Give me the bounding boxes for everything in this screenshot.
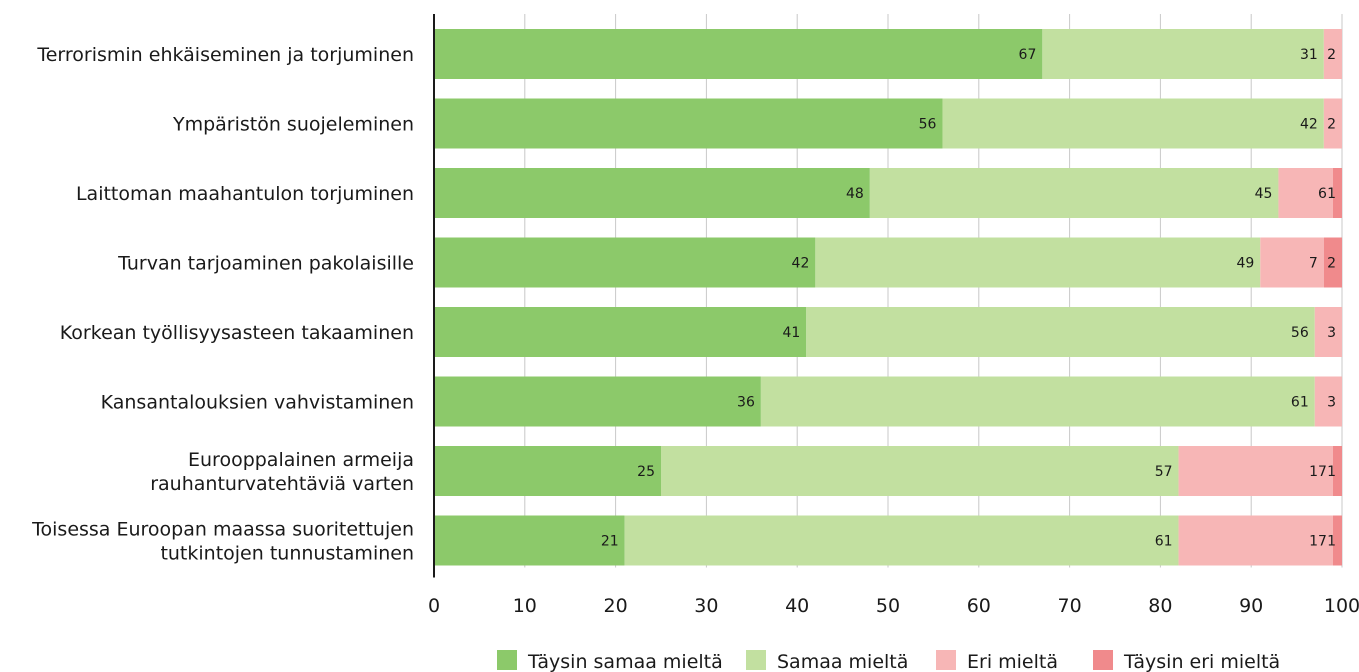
data-label: 41 [782, 325, 800, 341]
x-tick-label: 10 [513, 595, 537, 617]
category-label: Ympäristön suojeleminen [172, 114, 414, 136]
x-tick-label: 0 [428, 595, 440, 617]
data-label: 3 [1327, 325, 1336, 341]
bar-segment [1323, 98, 1342, 149]
bar-segment [760, 376, 1315, 427]
bar-segment [434, 168, 870, 218]
bar-segment [1178, 515, 1333, 566]
x-tick-label: 30 [694, 595, 718, 617]
legend-label: Täysin samaa mieltä [527, 651, 723, 672]
category-labels: Terrorismin ehkäiseminen ja torjuminen Ym… [31, 44, 414, 565]
bar-segment [1042, 29, 1324, 79]
data-label: 1 [1327, 534, 1336, 550]
bar-segment [1314, 307, 1342, 357]
x-tick-label: 20 [604, 595, 628, 617]
x-tick-label: 40 [785, 595, 809, 617]
bars [434, 29, 1342, 566]
legend-label: Samaa mieltä [777, 651, 908, 672]
bar-segment [434, 307, 807, 357]
category-label: Laittoman maahantulon torjuminen [76, 183, 414, 205]
data-label: 67 [1019, 47, 1037, 63]
data-label: 2 [1327, 256, 1336, 272]
legend-swatch [1093, 650, 1113, 670]
bar-segment [1323, 237, 1342, 288]
data-label: 56 [1291, 325, 1309, 341]
data-label: 17 [1309, 464, 1327, 480]
data-label: 6 [1318, 186, 1327, 202]
bar-segment [1332, 168, 1342, 218]
data-label: 21 [601, 534, 619, 550]
legend-swatch [497, 650, 517, 670]
x-tick-label: 90 [1239, 595, 1263, 617]
category-label: Turvan tarjoaminen pakolaisille [117, 253, 414, 275]
data-label: 7 [1309, 256, 1318, 272]
data-label: 56 [919, 117, 937, 133]
bar-segment [815, 237, 1261, 288]
data-label: 36 [737, 395, 755, 411]
legend-label: Eri mieltä [967, 651, 1058, 672]
bar-segment [661, 446, 1179, 496]
data-label: 61 [1155, 534, 1173, 550]
bar-segment [434, 515, 625, 566]
x-tick-label: 80 [1148, 595, 1172, 617]
data-label: 61 [1291, 395, 1309, 411]
legend-swatch [746, 650, 766, 670]
legend-swatch [936, 650, 956, 670]
data-label: 2 [1327, 117, 1336, 133]
bar-segment [942, 98, 1324, 149]
legend-label: Täysin eri mieltä [1123, 651, 1280, 672]
bar-segment [1260, 237, 1324, 288]
x-tick-label: 70 [1058, 595, 1082, 617]
bar-segment [434, 29, 1043, 79]
bar-segment [434, 98, 943, 149]
data-label: 57 [1155, 464, 1173, 480]
bar-segment [434, 237, 816, 288]
category-label: Kansantalouksien vahvistaminen [101, 392, 414, 414]
data-label: 48 [846, 186, 864, 202]
data-label: 45 [1255, 186, 1273, 202]
bar-segment [1332, 446, 1342, 496]
data-label: 17 [1309, 534, 1327, 550]
x-axis-ticks: 0 10 20 30 40 50 60 70 80 90 100 [428, 595, 1359, 617]
data-label: 42 [1300, 117, 1318, 133]
data-label: 49 [1236, 256, 1254, 272]
bar-segment [434, 446, 661, 496]
category-label: Toisessa Euroopan maassa suoritettujen tu… [31, 519, 414, 565]
bar-segment [624, 515, 1179, 566]
bar-segment [1323, 29, 1342, 79]
x-tick-label: 50 [876, 595, 900, 617]
legend: Täysin samaa mieltä Samaa mieltä Eri mielt… [497, 650, 1280, 672]
data-label: 25 [637, 464, 655, 480]
bar-segment [1278, 168, 1333, 218]
category-label: Terrorismin ehkäiseminen ja torjuminen [36, 44, 414, 66]
bar-segment [1332, 515, 1342, 566]
category-label: Korkean työllisyysasteen takaaminen [60, 322, 414, 344]
data-label: 1 [1327, 464, 1336, 480]
data-label: 3 [1327, 395, 1336, 411]
bar-segment [869, 168, 1279, 218]
data-labels: 67 31 256 42 248 45 6 142 49 7 241 56 336 61 325 57 17 12… [601, 47, 1336, 550]
category-label: Eurooppalainen armeija rauhanturvatehtävi… [150, 449, 414, 495]
bar-segment [434, 376, 761, 427]
data-label: 31 [1300, 47, 1318, 63]
data-label: 1 [1327, 186, 1336, 202]
data-label: 2 [1327, 47, 1336, 63]
bar-segment [1178, 446, 1333, 496]
bar-segment [1314, 376, 1342, 427]
bar-segment [806, 307, 1315, 357]
x-tick-label: 100 [1324, 595, 1359, 617]
x-tick-label: 60 [967, 595, 991, 617]
data-label: 42 [792, 256, 810, 272]
